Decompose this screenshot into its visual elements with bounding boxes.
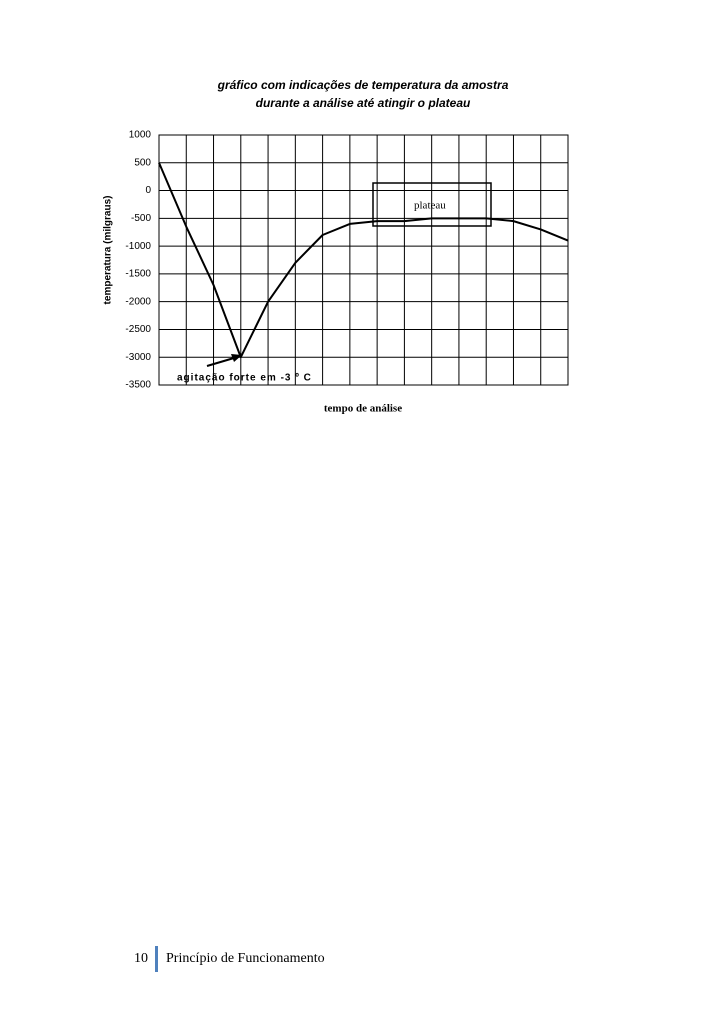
data-line <box>158 162 569 359</box>
annotation: agitação forte em -3 º C <box>177 373 312 384</box>
plateau-box <box>372 182 492 227</box>
y-tick-label: -3000 <box>125 352 151 363</box>
annotation: plateau <box>414 200 446 212</box>
y-tick-label: 0 <box>145 185 151 196</box>
y-tick-label: -1000 <box>125 241 151 252</box>
chart-title: gráfico com indicações de temperatura da… <box>217 78 509 92</box>
footer-bar <box>155 946 158 972</box>
footer-text: Princípio de Funcionamento <box>166 951 325 966</box>
arrow-head <box>231 354 242 362</box>
y-tick-label: -3500 <box>125 380 151 391</box>
y-tick-label: -2500 <box>125 324 151 335</box>
y-tick-label: 500 <box>134 157 151 168</box>
y-tick-label: -2000 <box>125 296 151 307</box>
page-number: 10 <box>134 951 148 966</box>
y-tick-label: 1000 <box>129 130 152 141</box>
annotation-arrow <box>206 357 235 367</box>
y-tick-label: -1500 <box>125 269 151 280</box>
y-tick-label: -500 <box>131 213 151 224</box>
y-axis-label: temperatura (milgraus) <box>103 196 114 305</box>
x-axis-label: tempo de análise <box>324 403 402 415</box>
chart-title: durante a análise até atingir o plateau <box>256 96 471 110</box>
plot-area: 1000 500 0 -500 -1000 -1500 -2000 -2500 -3000 -35… <box>125 130 569 391</box>
